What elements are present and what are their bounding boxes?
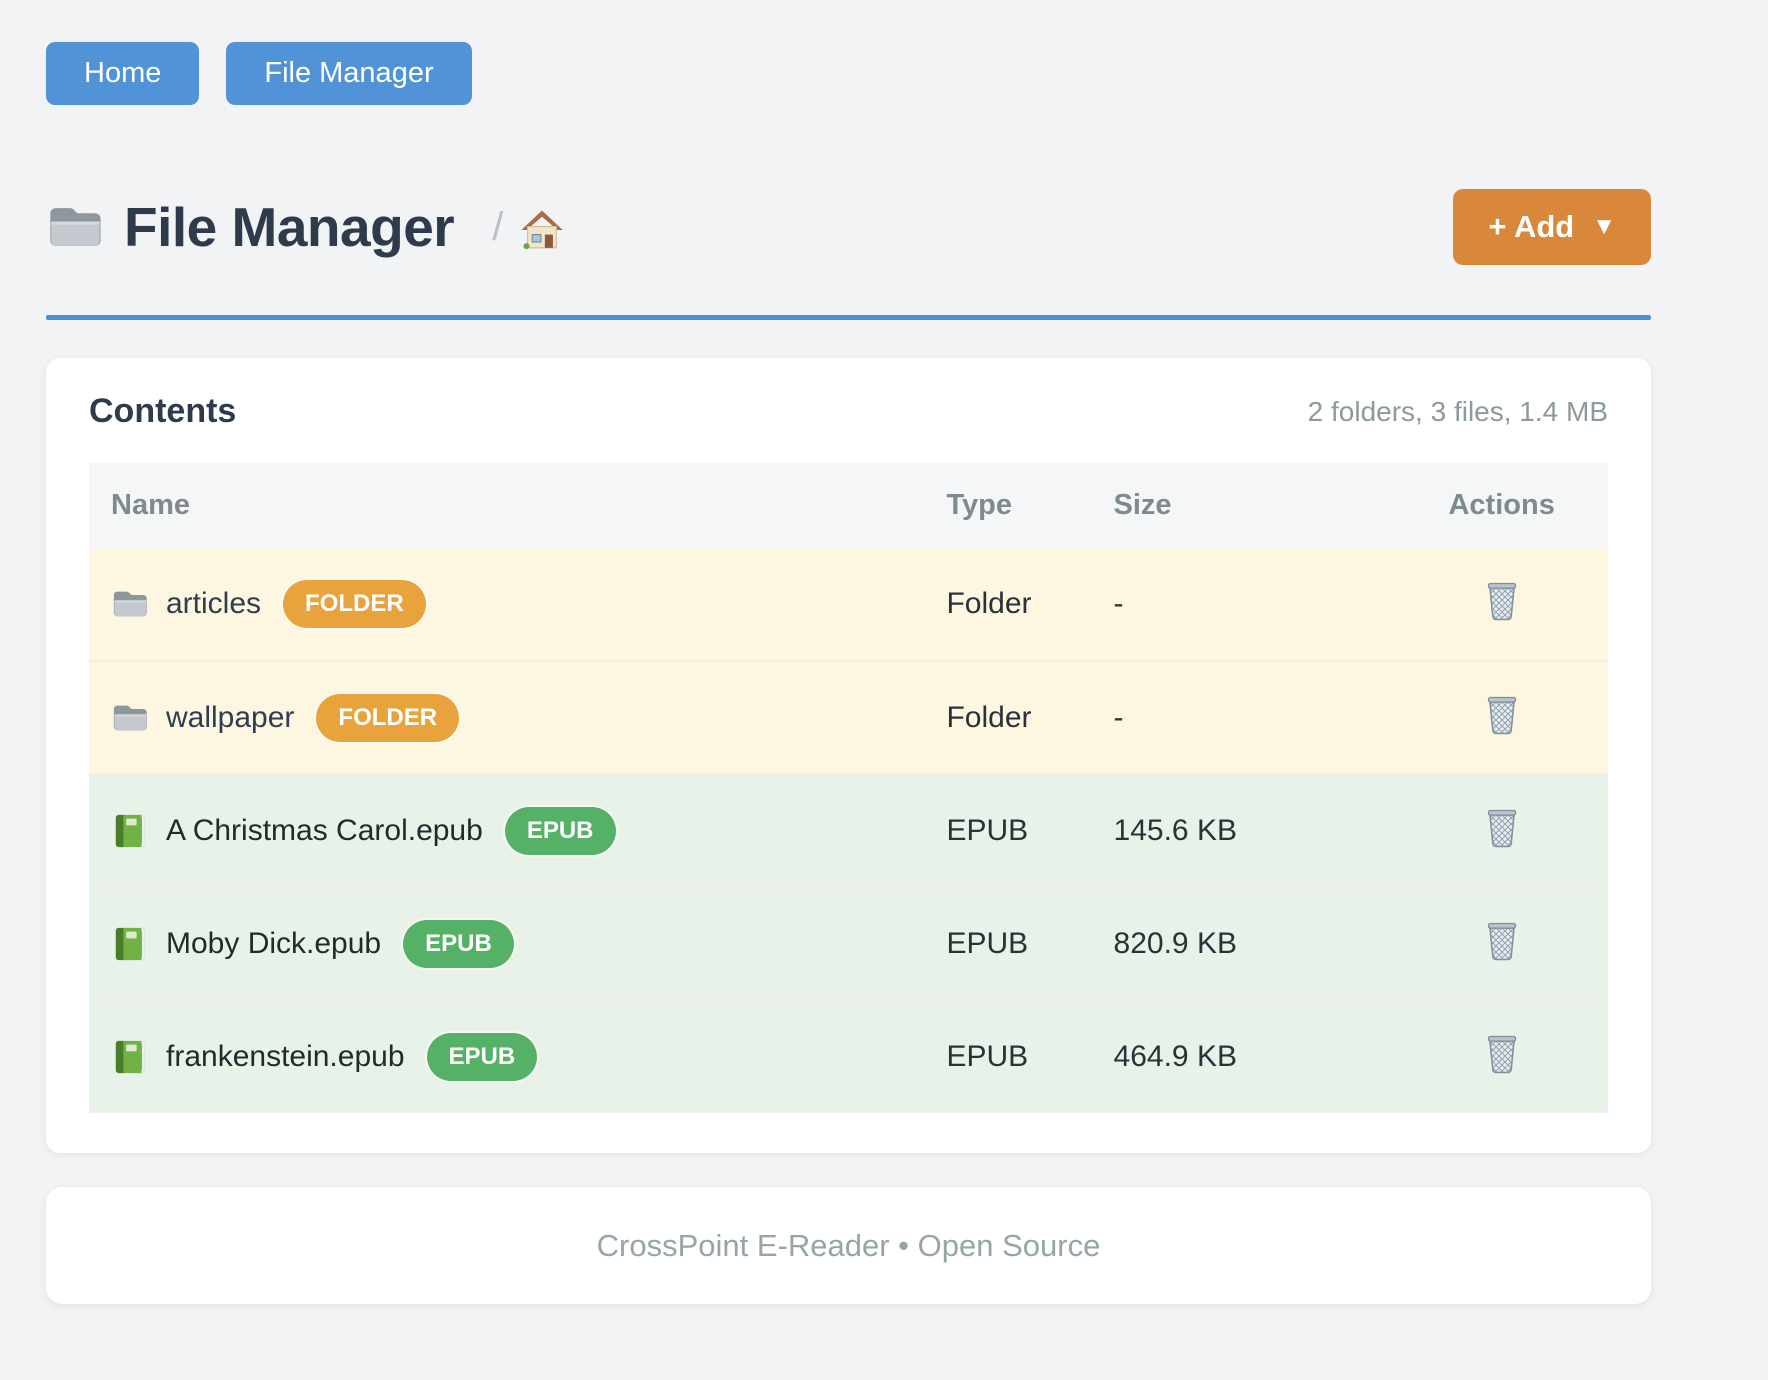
size-cell: - [1091,660,1396,774]
contents-card-header: Contents 2 folders, 3 files, 1.4 MB [89,392,1608,431]
page-header: File Manager / + Add ▼ [46,189,1651,265]
header-divider [46,315,1651,320]
home-icon [519,207,565,258]
type-cell: Folder [924,660,1092,774]
folder-icon [111,586,149,622]
name-cell: articles FOLDER [89,548,925,661]
type-cell: EPUB [924,886,1092,1000]
add-button[interactable]: + Add ▼ [1453,189,1651,265]
file-name-link[interactable]: A Christmas Carol.epub [166,813,483,847]
size-cell: 820.9 KB [1091,886,1396,1000]
folder-icon [111,700,149,736]
top-navigation: Home File Manager [46,42,1651,105]
chevron-down-icon: ▼ [1592,213,1616,240]
delete-button[interactable] [1484,919,1520,961]
type-cell: Folder [924,548,1092,661]
size-cell: - [1091,548,1396,661]
footer-text: CrossPoint E-Reader • Open Source [596,1227,1101,1263]
contents-summary: 2 folders, 3 files, 1.4 MB [1307,395,1608,427]
footer-card: CrossPoint E-Reader • Open Source [46,1187,1651,1304]
book-icon [111,813,149,849]
file-name-link[interactable]: frankenstein.epub [166,1040,405,1073]
name-cell: frankenstein.epub EPUB [89,999,925,1113]
delete-button[interactable] [1484,693,1520,735]
delete-button[interactable] [1484,1032,1520,1074]
title-area: File Manager / [46,195,565,259]
delete-button[interactable] [1484,806,1520,848]
file-name-link[interactable]: articles [166,587,262,620]
home-breadcrumb-link[interactable] [519,207,565,258]
actions-cell [1395,773,1608,887]
breadcrumb-separator: / [492,204,504,249]
column-header-actions: Actions [1395,463,1608,548]
trash-icon [1484,836,1520,851]
file-row[interactable]: frankenstein.epub EPUB EPUB 464.9 KB [89,999,1608,1113]
trash-icon [1484,949,1520,964]
type-cell: EPUB [924,999,1092,1113]
file-row[interactable]: Moby Dick.epub EPUB EPUB 820.9 KB [89,886,1608,1000]
column-header-type: Type [924,463,1092,548]
trash-icon [1484,609,1520,624]
book-icon [111,1039,149,1075]
nav-file-manager-button[interactable]: File Manager [226,42,472,105]
page-container: Home File Manager File Manager / + Add ▼… [46,0,1651,1304]
trash-icon [1484,723,1520,738]
name-cell: A Christmas Carol.epub EPUB [89,773,925,887]
file-name-link[interactable]: Moby Dick.epub [166,926,382,960]
column-header-name: Name [89,463,925,548]
type-badge: EPUB [504,806,616,855]
page-title: File Manager [124,196,455,258]
nav-home-button[interactable]: Home [46,42,200,105]
type-cell: EPUB [924,773,1092,887]
file-name-link[interactable]: wallpaper [166,700,295,734]
name-cell: Moby Dick.epub EPUB [89,886,925,1000]
actions-cell [1395,548,1608,661]
type-badge: FOLDER [283,580,426,628]
files-table: Name Type Size Actions articles FOLDER F… [89,463,1608,1113]
actions-cell [1395,660,1608,774]
name-cell: wallpaper FOLDER [89,660,925,774]
book-icon [111,926,149,962]
add-button-label: + Add [1488,209,1575,244]
type-badge: EPUB [403,919,514,968]
size-cell: 145.6 KB [1091,773,1396,887]
type-badge: EPUB [426,1033,538,1081]
table-header-row: Name Type Size Actions [89,463,1608,548]
type-badge: FOLDER [316,693,460,742]
file-row[interactable]: A Christmas Carol.epub EPUB EPUB 145.6 K… [89,773,1608,887]
actions-cell [1395,999,1608,1113]
delete-button[interactable] [1484,579,1520,621]
contents-heading: Contents [89,392,237,430]
actions-cell [1395,886,1608,1000]
contents-card: Contents 2 folders, 3 files, 1.4 MB Name… [46,358,1651,1153]
trash-icon [1484,1062,1520,1077]
column-header-size: Size [1091,463,1396,548]
size-cell: 464.9 KB [1091,999,1396,1113]
file-row[interactable]: articles FOLDER Folder - [89,548,1608,661]
file-row[interactable]: wallpaper FOLDER Folder - [89,660,1608,774]
folder-icon [46,202,104,252]
